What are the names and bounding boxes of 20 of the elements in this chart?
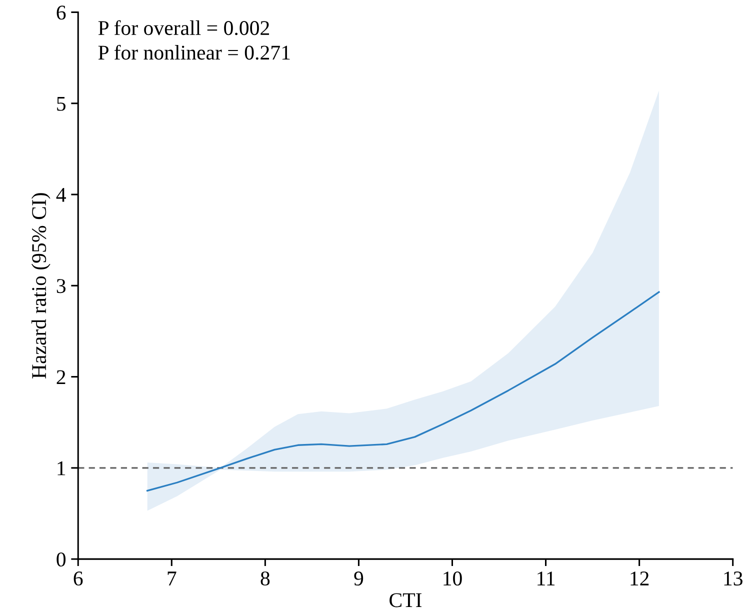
x-tick-label: 13 [724,572,742,586]
x-tick-label: 11 [538,572,555,586]
y-tick-label: 5 [57,96,66,111]
x-axis-title: CTI [390,593,422,608]
y-tick-label: 1 [58,461,66,476]
y-tick-label: 0 [56,552,66,566]
x-tick-label: 12 [630,572,649,586]
y-tick-label: 3 [56,279,66,294]
x-tick-label: 8 [260,571,270,586]
x-tick-label: 6 [74,572,83,586]
y-tick-label: 4 [56,188,66,202]
line-series [146,291,660,492]
x-tick-label: 9 [354,572,364,586]
x-tick-label: 10 [444,571,462,586]
y-tick-label: 6 [56,6,66,20]
annotation: P for nonlinear = 0.271 [98,44,290,60]
y-tick-label: 2 [56,370,66,384]
x-tick-label: 7 [168,572,176,586]
annotation: P for overall = 0.002 [98,20,270,36]
y-axis-title: Hazard ratio (95% CI) [31,193,50,378]
